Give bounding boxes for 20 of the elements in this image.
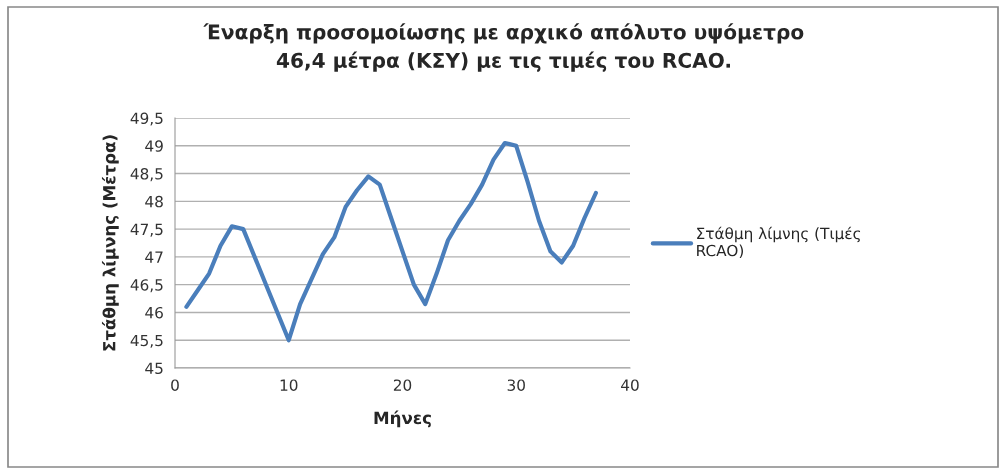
x-tick-label: 0	[171, 379, 179, 391]
y-tick-label: 47	[145, 251, 163, 263]
y-tick-label: 48	[145, 195, 163, 208]
x-tick-label: 10	[280, 379, 298, 391]
x-tick-label: 30	[507, 379, 525, 391]
y-tick-label: 46	[145, 306, 163, 319]
y-tick-label: 45,5	[130, 334, 163, 348]
chart-title: Έναρξη προσομοίωσης με αρχικό απόλυτο υψόμετρο 46,4 μέτρα (ΚΣΥ) με τις τιμές του RCAO.	[203, 23, 804, 72]
x-tick-label: 20	[393, 379, 412, 391]
y-tick-label: 49	[145, 140, 163, 152]
y-tick-label: 49,5	[130, 112, 163, 126]
y-tick-label: 45	[145, 362, 163, 375]
legend-label: Στάθμη λίμνης (Τιμές RCAO)	[697, 226, 861, 259]
line-series	[184, 140, 598, 343]
y-tick-label: 48,5	[130, 168, 163, 182]
y-tick-label: 46,5	[130, 279, 163, 293]
y-axis-title: Στάθμη λίμνης (Μέτρα)	[101, 135, 119, 351]
x-tick-label: 40	[621, 379, 639, 391]
x-axis-title: Μήνες	[374, 410, 431, 428]
y-tick-label: 47,5	[130, 223, 163, 237]
